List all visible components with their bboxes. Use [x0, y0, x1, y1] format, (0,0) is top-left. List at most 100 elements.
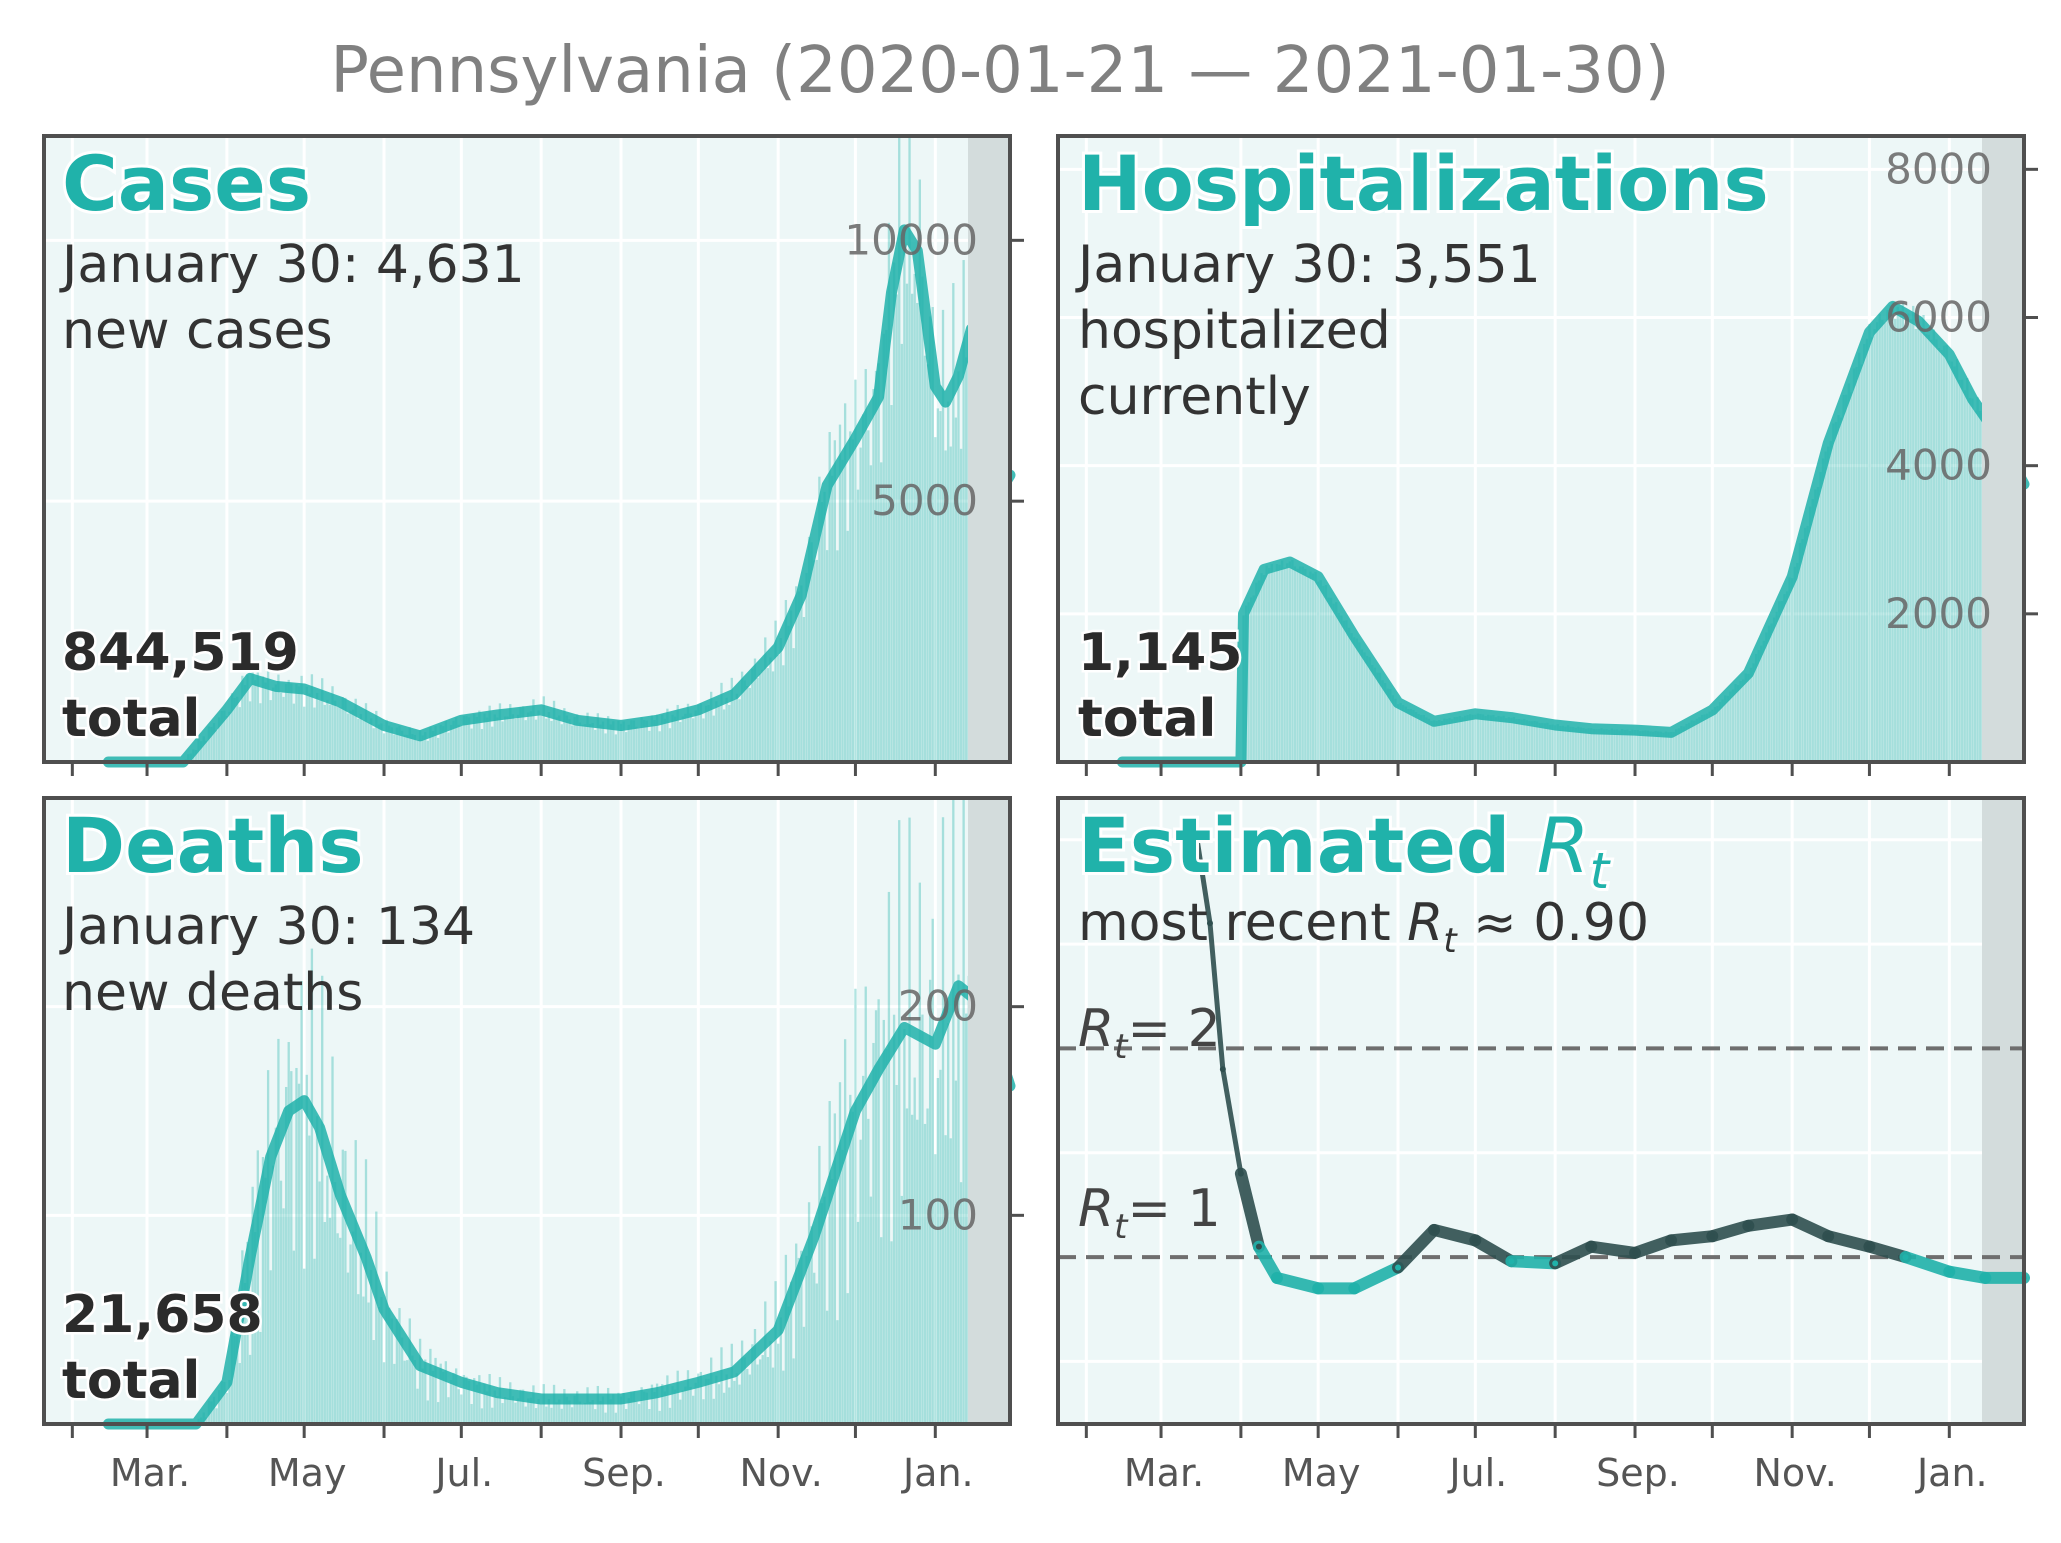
daily-bar — [1262, 575, 1266, 762]
daily-bar — [758, 673, 762, 762]
daily-bar — [1353, 637, 1356, 762]
daily-bar — [251, 1186, 254, 1424]
daily-bar — [1963, 390, 1966, 762]
daily-bar — [1930, 339, 1933, 762]
daily-bar — [1396, 704, 1400, 762]
daily-bar — [1708, 711, 1711, 762]
daily-bar — [594, 729, 597, 762]
daily-bar — [1760, 645, 1763, 762]
daily-bar — [318, 700, 321, 762]
daily-bar — [439, 1363, 442, 1424]
daily-bar — [1935, 339, 1938, 762]
daily-bar — [241, 1250, 244, 1424]
data-point — [1206, 920, 1213, 927]
daily-bar — [712, 715, 715, 762]
daily-bar — [1329, 597, 1333, 762]
daily-bar — [722, 709, 726, 762]
daily-bar — [740, 671, 744, 762]
daily-bar — [282, 1208, 285, 1424]
daily-bar — [1736, 685, 1740, 762]
daily-bar — [411, 1355, 414, 1424]
daily-bar — [400, 730, 404, 762]
daily-bar — [936, 1078, 940, 1424]
daily-bar — [738, 1384, 741, 1424]
daily-bar — [1757, 650, 1760, 762]
daily-bar — [308, 693, 311, 762]
daily-bar — [354, 698, 357, 762]
daily-bar — [862, 414, 865, 762]
daily-bar — [248, 701, 252, 762]
daily-bar — [635, 726, 638, 762]
daily-bar — [1564, 726, 1567, 762]
daily-bar — [578, 722, 581, 762]
daily-bar — [369, 718, 373, 762]
daily-bar — [331, 1056, 334, 1424]
figure-title: Pennsylvania (2020-01-21 — 2021-01-30) — [330, 34, 1669, 108]
daily-bar — [547, 712, 551, 762]
daily-bar — [766, 1357, 770, 1424]
daily-bar — [218, 1390, 221, 1424]
daily-bar — [455, 1368, 458, 1424]
panel-title: Cases — [62, 139, 311, 228]
daily-bar — [1940, 349, 1943, 762]
data-point — [1273, 1274, 1280, 1281]
daily-bar — [627, 1398, 630, 1424]
daily-bar — [622, 1392, 625, 1424]
rt-segment — [1207, 920, 1226, 1072]
total-value: 844,519 — [62, 623, 299, 683]
daily-bar — [1597, 729, 1601, 762]
daily-bar — [771, 671, 775, 762]
daily-bar — [939, 411, 942, 762]
daily-bar — [388, 1307, 391, 1424]
daily-bar — [532, 699, 535, 762]
daily-bar — [349, 710, 352, 762]
daily-bar — [1886, 309, 1889, 762]
rt-segment — [1220, 1066, 1244, 1177]
daily-bar — [279, 692, 283, 762]
daily-bar — [802, 617, 806, 762]
daily-bar — [965, 357, 968, 762]
daily-bar — [568, 1400, 571, 1424]
daily-bar — [1407, 709, 1410, 762]
daily-bar — [1273, 572, 1276, 762]
daily-bar — [959, 448, 963, 762]
daily-bar — [449, 724, 453, 762]
daily-bar — [308, 1135, 311, 1424]
daily-bar — [418, 730, 422, 762]
data-point — [1351, 1285, 1358, 1292]
daily-bar — [1448, 717, 1451, 762]
daily-bar — [1317, 581, 1320, 762]
daily-bar — [212, 723, 216, 762]
daily-bar — [1404, 706, 1407, 762]
daily-bar — [357, 1294, 360, 1424]
daily-bar — [339, 707, 342, 762]
daily-bar — [885, 329, 888, 762]
daily-bar — [635, 1401, 638, 1424]
daily-bar — [851, 439, 855, 762]
daily-bar — [1754, 653, 1758, 762]
daily-bar — [509, 704, 512, 762]
daily-bar — [375, 710, 378, 762]
daily-bar — [905, 283, 909, 762]
daily-bar — [849, 431, 852, 762]
daily-bar — [1821, 458, 1825, 762]
daily-bar — [779, 638, 782, 762]
daily-bar — [223, 710, 226, 762]
daily-bar — [272, 687, 275, 762]
daily-bar — [266, 1070, 270, 1424]
daily-bar — [1901, 302, 1905, 762]
daily-bar — [1613, 729, 1616, 762]
daily-bar — [1857, 352, 1861, 762]
daily-bar — [851, 1111, 855, 1424]
daily-bar — [583, 724, 587, 762]
rt-segment — [1863, 1240, 1912, 1264]
daily-bar — [1914, 328, 1917, 762]
daily-bar — [460, 1394, 463, 1424]
daily-bar — [1440, 721, 1443, 762]
y-tick-label: 4000 — [1885, 441, 1992, 490]
daily-bar — [272, 1165, 275, 1424]
daily-bar — [542, 696, 545, 762]
daily-bar — [429, 726, 432, 762]
daily-bar — [661, 714, 664, 762]
y-axis: 5000 10000 — [844, 215, 1024, 525]
